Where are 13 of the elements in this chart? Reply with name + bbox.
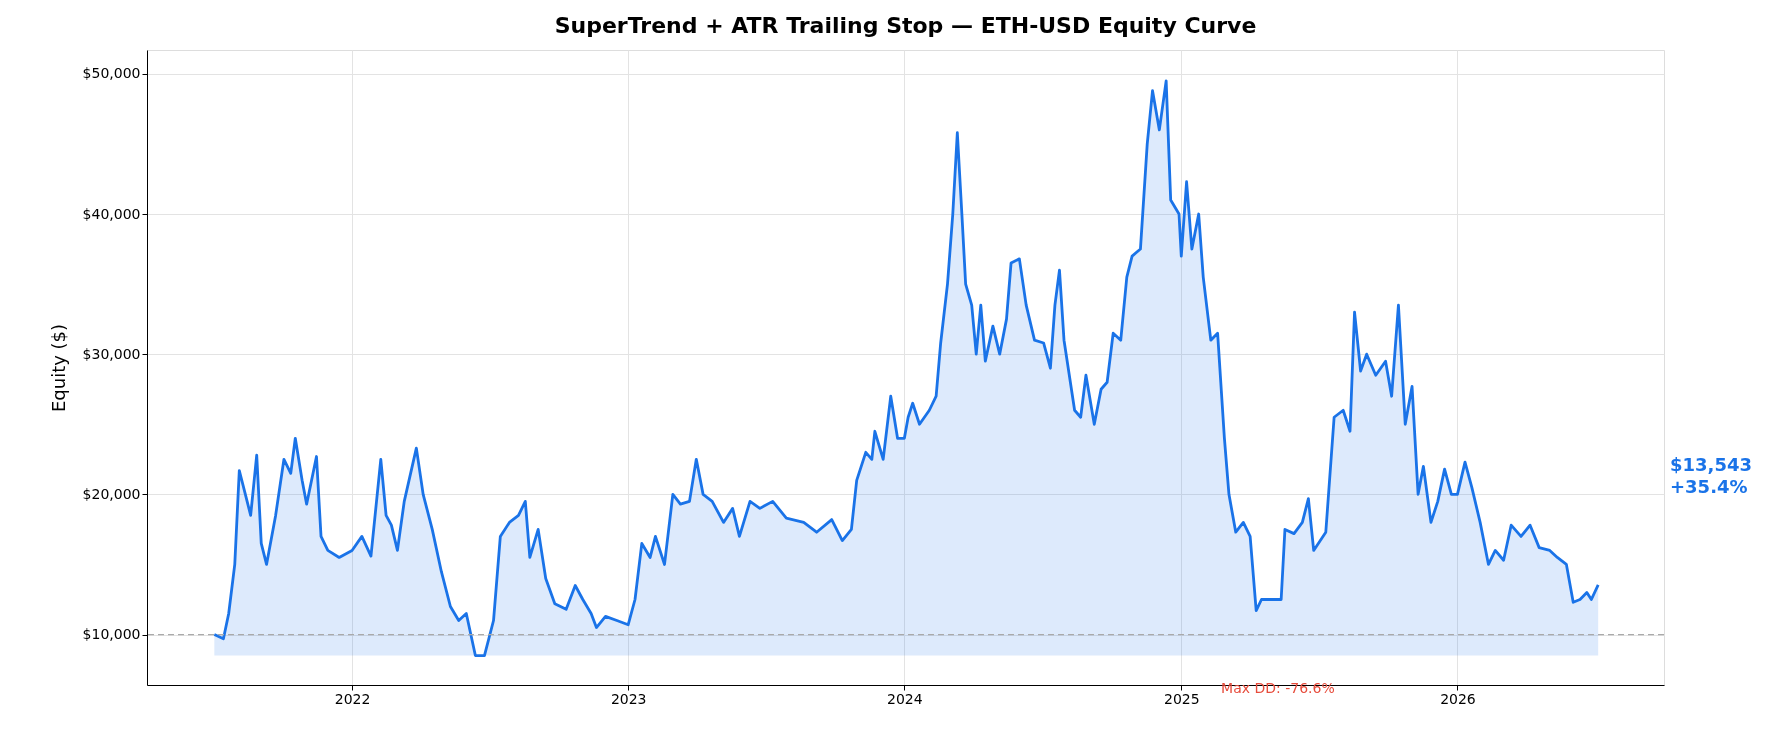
y-tick-label: $20,000 bbox=[82, 485, 141, 502]
x-tick-label: 2023 bbox=[610, 690, 647, 707]
y-tick-label: $30,000 bbox=[82, 345, 141, 362]
x-tick-label: 2025 bbox=[1163, 690, 1200, 707]
y-tick-label: $10,000 bbox=[82, 626, 141, 643]
y-tick-label: $50,000 bbox=[82, 65, 141, 82]
text: $13,543 +35.4% bbox=[1670, 453, 1752, 497]
y-tick-label: $40,000 bbox=[82, 205, 141, 222]
x-tick-label: 2022 bbox=[334, 690, 371, 707]
x-tick-label: 2024 bbox=[887, 690, 923, 707]
y-axis-title: Equity ($) bbox=[47, 323, 69, 413]
chart-title: SuperTrend + ATR Trailing Stop — ETH-USD Equity Curve bbox=[554, 13, 1257, 38]
x-tick-label: 2026 bbox=[1440, 690, 1476, 707]
